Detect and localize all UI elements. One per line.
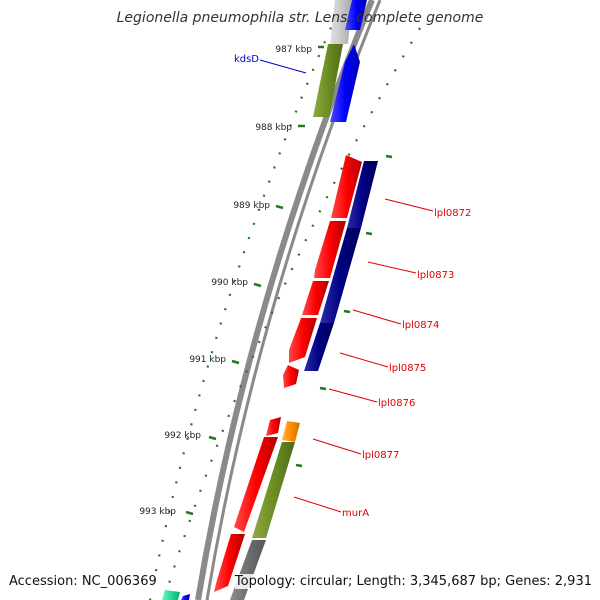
gene-features — [162, 0, 378, 600]
leader-lpl0873 — [367, 261, 417, 274]
inner-tick — [385, 154, 393, 159]
tick-992 — [208, 435, 217, 441]
tick-991 — [231, 359, 240, 365]
gene-labels: kdsD lpl0872 lpl0873 lpl0874 lpl0875 lpl… — [234, 54, 471, 519]
gene-olive-murA — [252, 442, 295, 538]
inner-tick — [295, 463, 303, 468]
tick-990 — [253, 282, 262, 288]
gene-red-3 — [302, 281, 329, 315]
gene-label-lpl0877[interactable]: lpl0877 — [362, 450, 399, 461]
inner-tick — [319, 386, 327, 391]
inner-tick — [343, 309, 351, 314]
ticks — [185, 45, 393, 516]
scale-label-990: 990 kbp — [211, 278, 248, 288]
gene-red-6 — [266, 417, 281, 436]
backbone-outer — [195, 0, 375, 600]
outer-dot-track — [165, 27, 421, 591]
leader-lines — [259, 59, 434, 513]
leader-lpl0877 — [312, 438, 362, 455]
gene-red-2 — [314, 221, 346, 278]
leader-murA — [293, 496, 342, 513]
scale-label-987: 987 kbp — [275, 45, 312, 55]
scale-label-993: 993 kbp — [139, 507, 176, 517]
gene-red-7 — [234, 437, 278, 532]
gene-label-lpl0875[interactable]: lpl0875 — [389, 363, 426, 374]
gene-red-1 — [331, 155, 362, 218]
inner-dot-track — [148, 0, 345, 600]
leader-lpl0874 — [352, 309, 402, 325]
gene-orange — [282, 421, 300, 442]
gene-label-lpl0872[interactable]: lpl0872 — [434, 208, 471, 219]
gene-navy-2 — [320, 228, 361, 323]
gene-label-lpl0874[interactable]: lpl0874 — [402, 320, 439, 331]
leader-lpl0875 — [339, 352, 389, 368]
scale-label-991: 991 kbp — [189, 355, 226, 365]
gene-olive-kdsD — [313, 44, 343, 117]
tick-993 — [185, 510, 194, 516]
leader-lpl0872 — [384, 198, 434, 212]
gene-red-4 — [289, 318, 317, 363]
gene-navy-1 — [347, 161, 378, 228]
scale-label-992: 992 kbp — [164, 431, 201, 441]
accession-text: Accession: NC_006369 — [9, 574, 157, 589]
scale-labels: 987 kbp 988 kbp 989 kbp 990 kbp 991 kbp … — [139, 45, 312, 517]
gene-navy-3 — [304, 323, 334, 371]
scale-label-988: 988 kbp — [255, 123, 292, 133]
gene-teal-bottom — [162, 590, 180, 600]
genome-summary-text: Topology: circular; Length: 3,345,687 bp… — [234, 574, 592, 589]
gene-red-8 — [214, 534, 245, 592]
gene-blue-bottom — [181, 594, 190, 600]
inner-tick — [365, 231, 373, 236]
scale-label-989: 989 kbp — [233, 201, 270, 211]
gene-red-5 — [283, 365, 299, 388]
leader-kdsD — [259, 59, 307, 74]
dotted-scale-track — [148, 0, 421, 600]
gene-blue-top — [345, 0, 367, 30]
gene-blue-arrow — [330, 44, 360, 122]
genome-title: Legionella pneumophila str. Lens, comple… — [116, 10, 484, 26]
gene-label-lpl0873[interactable]: lpl0873 — [417, 270, 454, 281]
gene-label-lpl0876[interactable]: lpl0876 — [378, 398, 415, 409]
tick-989 — [275, 204, 284, 210]
gene-light-gray-top — [330, 0, 352, 44]
gene-label-murA[interactable]: murA — [342, 508, 369, 519]
leader-lpl0876 — [328, 388, 378, 403]
gene-label-kdsD[interactable]: kdsD — [234, 54, 259, 65]
